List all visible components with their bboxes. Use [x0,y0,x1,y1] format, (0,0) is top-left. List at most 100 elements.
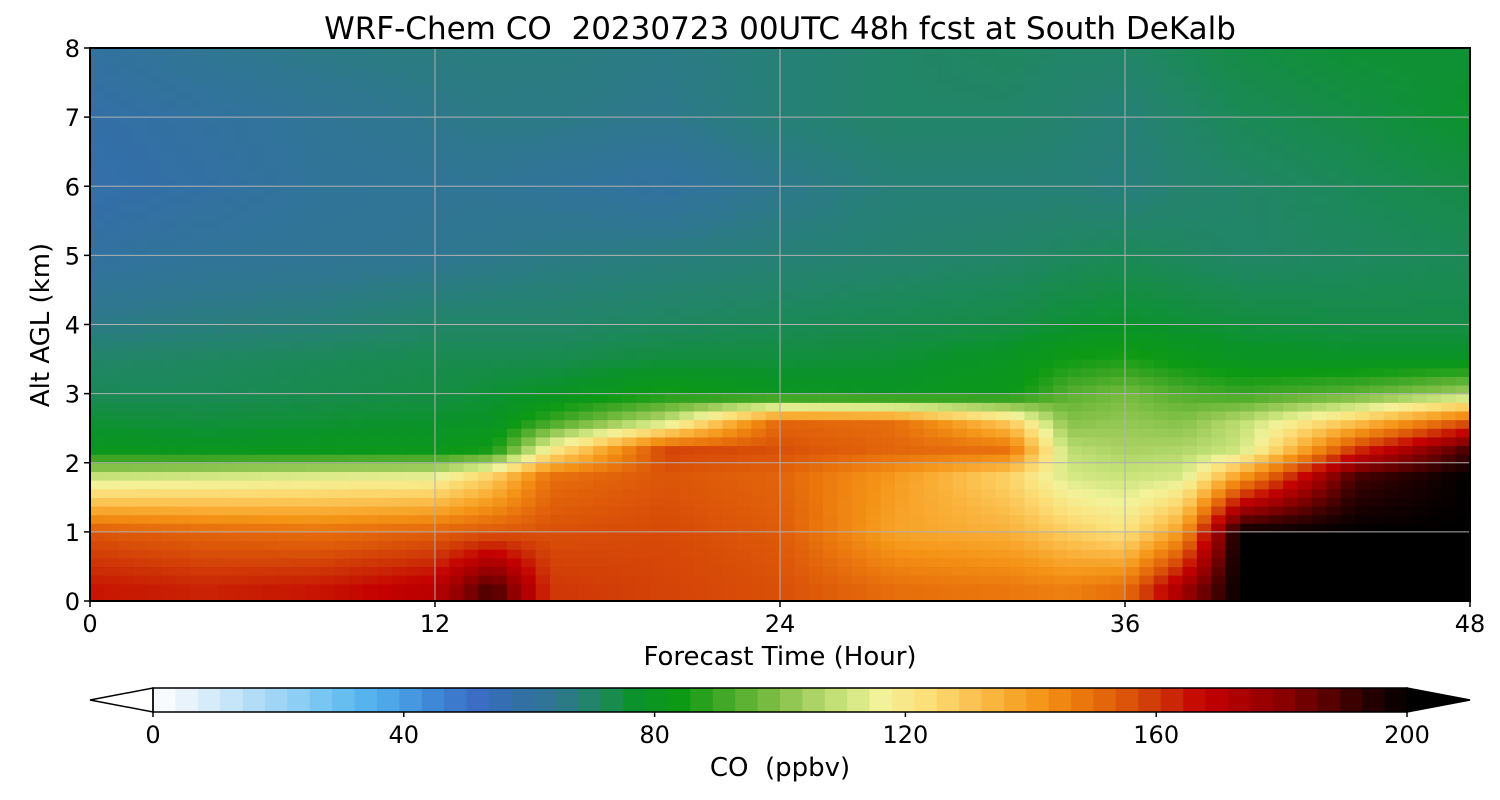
heatmap-cell [1053,557,1069,568]
heatmap-cell [133,177,149,187]
heatmap-cell [636,557,652,568]
heatmap-cell [377,289,393,300]
heatmap-cell [348,540,364,550]
heatmap-cell [564,540,580,550]
heatmap-cell [1283,177,1299,187]
heatmap-cell [1355,471,1370,481]
heatmap-cell [492,272,508,282]
heatmap-cell [1182,359,1198,369]
heatmap-cell [909,462,925,472]
heatmap-cell [923,359,939,369]
heatmap-cell [1311,264,1327,274]
heatmap-cell [1125,497,1140,507]
heatmap-cell [938,246,954,256]
heatmap-cell [320,514,335,524]
heatmap-cell [966,333,982,343]
heatmap-cell [780,384,795,395]
heatmap-cell [1125,151,1140,161]
heatmap-cell [1455,566,1471,576]
heatmap-cell [895,359,910,369]
heatmap-cell [966,549,982,559]
heatmap-cell [104,454,120,464]
heatmap-cell [406,436,422,447]
heatmap-cell [593,194,609,205]
heatmap-cell [550,531,565,542]
heatmap-cell [1326,471,1342,481]
heatmap-cell [1125,445,1140,455]
heatmap-cell [722,212,738,222]
heatmap-cell [521,160,537,170]
heatmap-cell [276,333,292,343]
heatmap-cell [305,488,321,498]
heatmap-cell [506,557,522,568]
heatmap-cell [636,367,652,377]
heatmap-cell [1067,315,1083,326]
heatmap-cell [205,220,220,231]
heatmap-cell [478,177,494,187]
heatmap-cell [276,566,292,576]
heatmap-cell [406,523,422,533]
heatmap-cell [1024,333,1040,343]
heatmap-cell [1038,151,1054,161]
heatmap-cell [1426,549,1442,559]
heatmap-cell [1297,341,1313,352]
heatmap-cell [765,255,781,265]
heatmap-cell [276,410,292,421]
heatmap-cell [952,419,968,429]
heatmap-cell [1326,186,1342,196]
heatmap-cell [1355,151,1370,161]
heatmap-cell [952,307,968,317]
heatmap-cell [564,359,580,369]
heatmap-cell [607,575,623,585]
heatmap-cell [233,557,249,568]
heatmap-cell [708,315,724,326]
heatmap-cell [1340,194,1356,205]
heatmap-cell [1153,350,1169,360]
heatmap-cell [205,177,220,187]
heatmap-cell [1240,592,1255,602]
heatmap-cell [1182,566,1198,576]
heatmap-cell [1340,298,1356,308]
heatmap-cell [866,341,882,352]
heatmap-cell [161,289,177,300]
heatmap-cell [593,445,609,455]
heatmap-cell [118,592,134,602]
heatmap-cell [506,298,522,308]
heatmap-cell [693,151,709,161]
heatmap-cell [334,583,350,593]
heatmap-cell [1311,592,1327,602]
heatmap-cell [449,575,465,585]
heatmap-cell [1455,549,1471,559]
heatmap-cell [1441,505,1457,516]
heatmap-cell [506,419,522,429]
heatmap-cell [176,315,192,326]
heatmap-cell [621,514,637,524]
heatmap-cell [506,436,522,447]
heatmap-cell [391,410,407,421]
heatmap-cell [118,376,134,386]
heatmap-cell [1369,315,1385,326]
heatmap-cell [276,557,292,568]
heatmap-cell [909,203,925,213]
heatmap-cell [1369,462,1385,472]
heatmap-cell [521,220,537,231]
heatmap-cell [205,514,220,524]
heatmap-cell [679,428,695,438]
heatmap-cell [118,281,134,291]
heatmap-cell [90,454,105,464]
heatmap-cell [1038,497,1054,507]
heatmap-cell [463,540,479,550]
heatmap-cell [780,350,795,360]
heatmap-cell [923,289,939,300]
heatmap-cell [1311,428,1327,438]
heatmap-cell [1038,238,1054,248]
heatmap-cell [1268,393,1284,403]
heatmap-cell [1340,592,1356,602]
heatmap-cell [1125,220,1140,231]
heatmap-cell [276,220,292,231]
heatmap-cell [118,384,134,395]
heatmap-cell [435,402,450,412]
heatmap-cell [1240,454,1255,464]
heatmap-cell [219,264,235,274]
heatmap-cell [1326,505,1342,516]
